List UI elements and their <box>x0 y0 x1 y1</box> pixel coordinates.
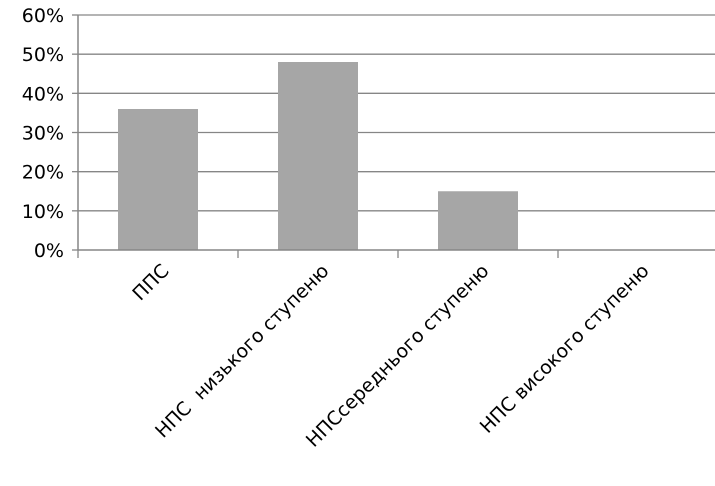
bars <box>118 62 518 250</box>
y-tick-label: 40% <box>22 83 64 105</box>
x-tick-label: НПС високого ступеню <box>476 260 654 438</box>
y-tick-label: 10% <box>22 201 64 223</box>
x-tick-label: ППС <box>128 260 173 305</box>
y-tick-label: 50% <box>22 44 64 66</box>
y-tick-labels: 0% 10% 20% 30% 40% 50% 60% <box>22 5 64 262</box>
y-tick-label: 20% <box>22 162 64 184</box>
x-tick-label: НПС низького ступеню <box>151 260 333 442</box>
bar-1 <box>278 62 358 250</box>
x-tick-label: НПСсереднього ступеню <box>302 260 494 452</box>
bar-2 <box>438 191 518 250</box>
y-tick-label: 60% <box>22 5 64 27</box>
y-tick-label: 0% <box>34 240 64 262</box>
bar-0 <box>118 109 198 250</box>
y-tick-label: 30% <box>22 123 64 145</box>
axes <box>72 14 715 258</box>
